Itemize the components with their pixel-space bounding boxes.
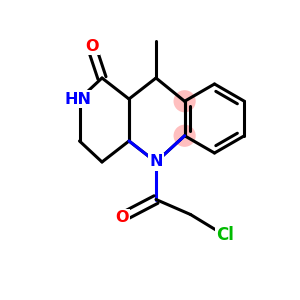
Circle shape [173,124,196,147]
Text: Cl: Cl [216,226,234,244]
Text: O: O [115,210,128,225]
Text: N: N [149,154,163,169]
Circle shape [173,90,196,112]
Text: O: O [85,39,98,54]
Text: HN: HN [64,92,92,106]
